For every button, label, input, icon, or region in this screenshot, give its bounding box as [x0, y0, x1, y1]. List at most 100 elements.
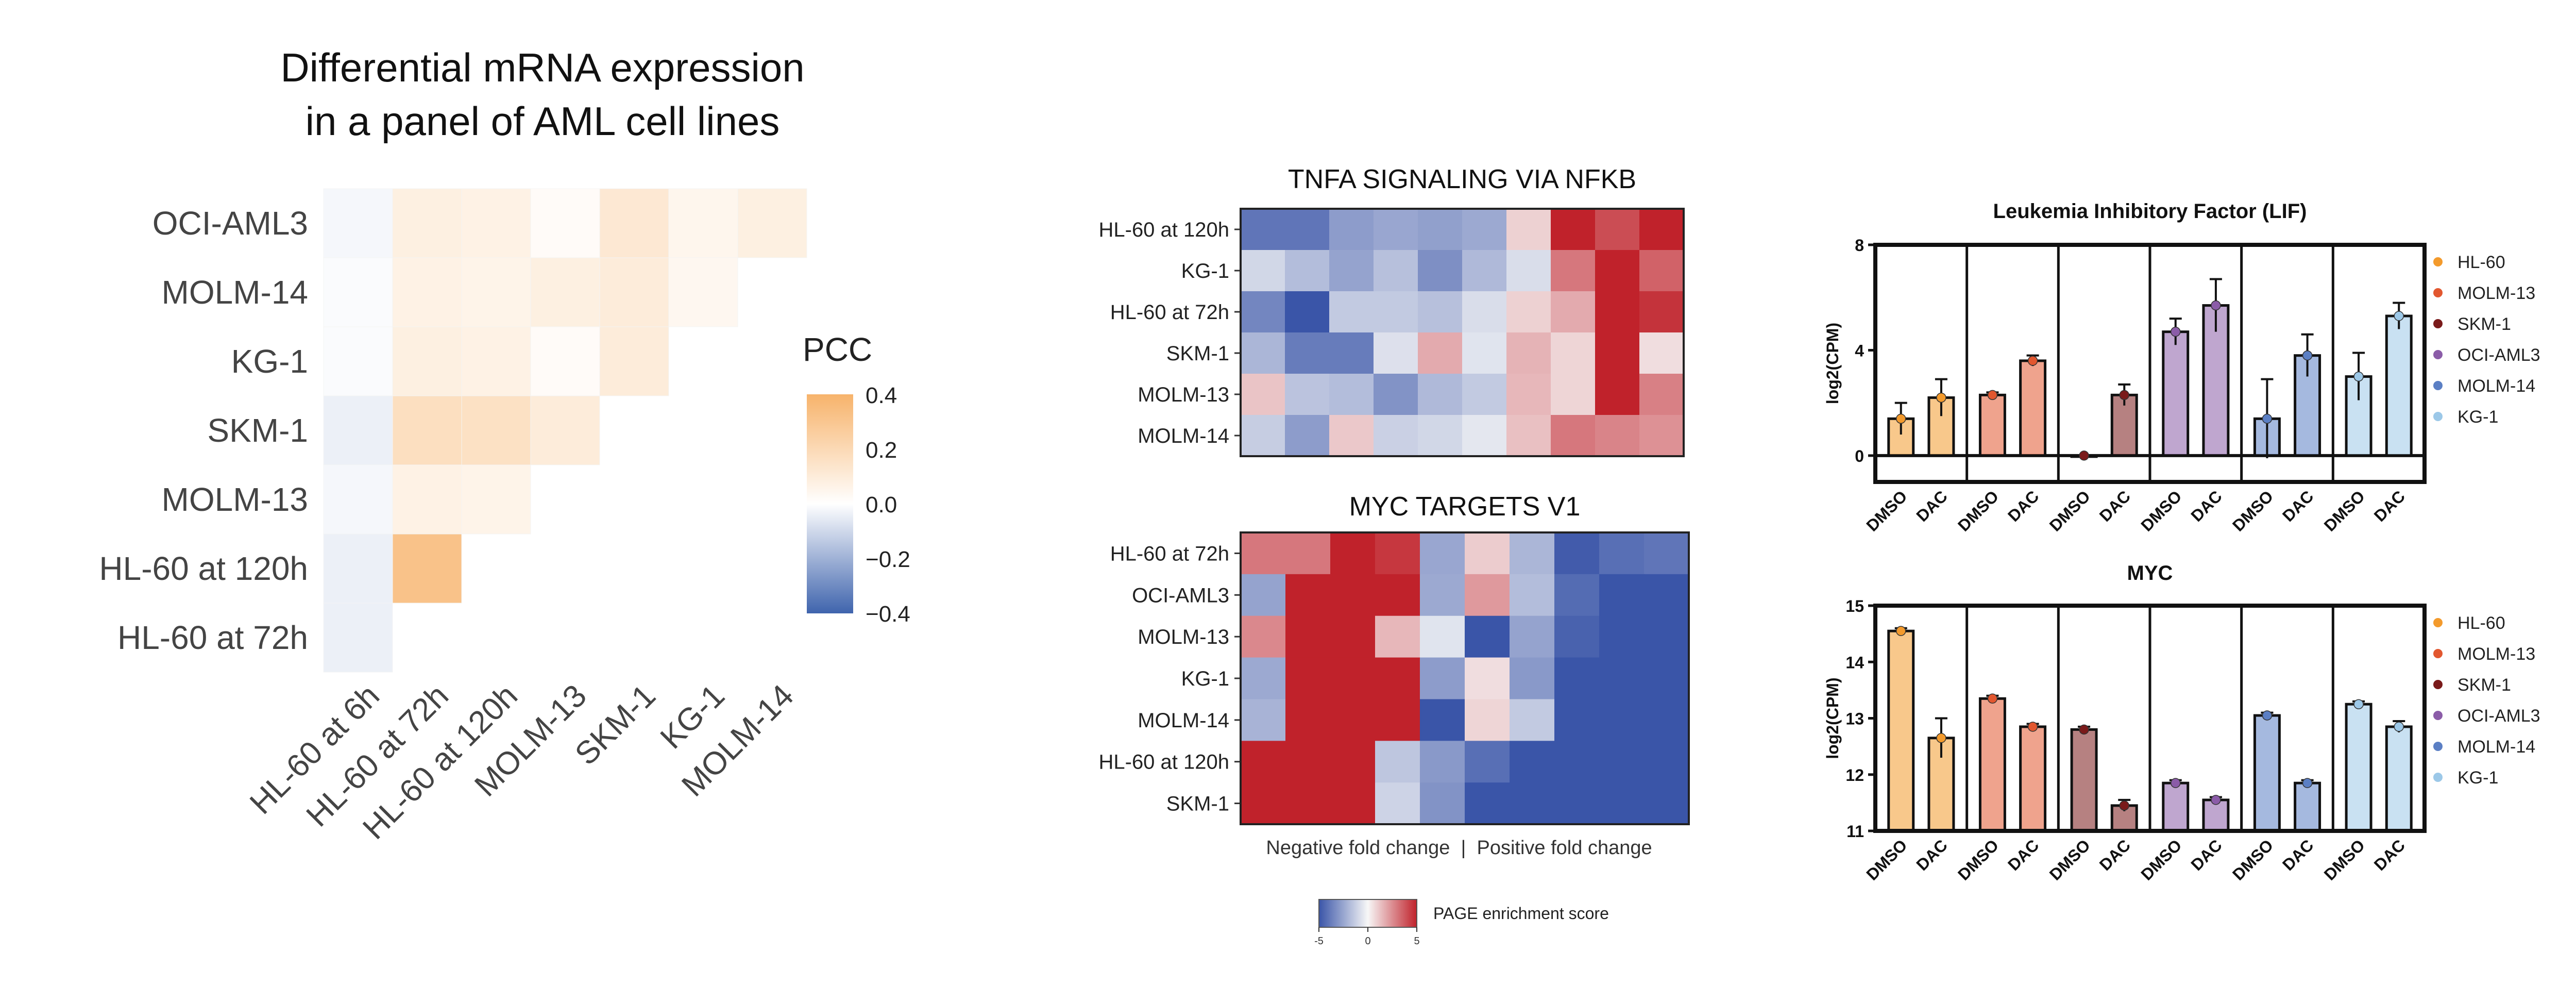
pcc-row-label: MOLM-14 [162, 274, 309, 311]
pcc-legend-tick: 0.2 [866, 438, 897, 463]
bar-dmso [1978, 697, 2006, 832]
heatmap-cell [1644, 699, 1689, 741]
heatmap-cell [1595, 291, 1640, 333]
bar-chart-ylabel: log2(CPM) [1823, 323, 1842, 404]
heatmap-cell [1241, 532, 1286, 575]
bar-chart-ytick-label: 8 [1855, 236, 1864, 255]
pcc-cell [737, 188, 807, 258]
heatmap-cell [1418, 291, 1463, 333]
legend-marker [2433, 288, 2443, 297]
heatmap-cell [1330, 532, 1376, 575]
bar-chart-ytick-label: 0 [1855, 447, 1864, 465]
heatmap-cell [1330, 657, 1376, 699]
lif-bar-chart: Leukemia Inhibitory Factor (LIF) log2(CPM… [1823, 200, 2540, 535]
pcc-cell [599, 257, 669, 327]
data-point [1936, 732, 1946, 743]
heatmap-cell [1462, 209, 1507, 251]
heatmap-cell [1285, 415, 1330, 457]
page-colorbar: -5 0 5 PAGE enrichment score [1314, 899, 1609, 947]
legend-marker [2433, 742, 2443, 751]
page-colorbar-tick-label: 0 [1365, 936, 1370, 947]
heatmap-cell [1420, 532, 1465, 575]
heatmap-cell [1375, 699, 1420, 741]
heatmap-cell [1374, 291, 1418, 333]
data-point [2394, 722, 2404, 732]
bar-dac [2294, 781, 2321, 832]
heatmap-cell [1462, 291, 1507, 333]
heatmap-cell [1374, 250, 1418, 292]
bar-chart-xtick-label: DMSO [2046, 487, 2094, 535]
pcc-cell [530, 257, 600, 327]
heatmap-cell [1374, 332, 1418, 374]
data-point [2079, 451, 2089, 461]
heatmap-cell [1465, 699, 1510, 741]
legend-label: KG-1 [2458, 407, 2498, 427]
legend-label: MOLM-13 [2458, 644, 2535, 664]
data-point [2119, 800, 2130, 811]
bar-dmso [2162, 330, 2190, 457]
heatmap-row-label: OCI-AML3 [1132, 584, 1229, 607]
pcc-cell [461, 395, 531, 465]
pcc-cell [323, 326, 393, 396]
bar-dac [2019, 359, 2047, 457]
heatmap-cell [1551, 291, 1596, 333]
panel-b-x-caption: Negative fold change | Positive fold cha… [1266, 837, 1652, 859]
pcc-cell [323, 257, 393, 327]
heatmap-cell [1330, 741, 1376, 783]
bar-chart-ytick-label: 14 [1845, 653, 1864, 672]
pcc-cell [530, 326, 600, 396]
data-point [1936, 392, 1946, 403]
heatmap-cell [1599, 574, 1645, 616]
heatmap-cell [1285, 209, 1330, 251]
pcc-cell [530, 395, 600, 465]
heatmap-cell [1285, 532, 1331, 575]
data-point [1895, 413, 1906, 424]
legend-label: HL-60 [2458, 613, 2505, 633]
bar-chart-xtick-label: DAC [2279, 487, 2317, 525]
page-colorbar-gradient [1318, 899, 1417, 928]
legend-marker [2433, 680, 2443, 689]
panel-a-title-line2: in a panel of AML cell lines [306, 98, 780, 144]
heatmap-cell [1599, 657, 1645, 699]
heatmap-row-label: MOLM-14 [1138, 425, 1229, 447]
legend-label: SKM-1 [2458, 675, 2511, 695]
pcc-row-label: KG-1 [231, 343, 308, 380]
data-point [2079, 724, 2089, 735]
bar-chart-frame [1873, 604, 2427, 833]
pcc-cell [530, 188, 600, 258]
heatmap-cell [1241, 332, 1285, 374]
bar-dac [2202, 798, 2230, 832]
heatmap-cell [1506, 374, 1551, 415]
heatmap-cell [1330, 574, 1376, 616]
panel-a-pcc-heatmap: Differential mRNA expression in a panel … [99, 45, 910, 846]
bar-dac [2385, 725, 2413, 832]
bar-dac [2019, 725, 2047, 832]
data-point [1987, 390, 1998, 401]
heatmap-cell [1329, 250, 1374, 292]
heatmap-cell [1330, 699, 1376, 741]
heatmap-cell [1551, 250, 1596, 292]
heatmap-cell [1285, 741, 1331, 783]
heatmap-cell [1599, 782, 1645, 825]
bar-chart-xtick-label: DMSO [2229, 836, 2277, 883]
bar-chart-xtick-label: DAC [2004, 487, 2042, 525]
pcc-cell [461, 326, 531, 396]
heatmap-cell [1639, 332, 1684, 374]
bar-chart-xtick-label: DAC [2187, 836, 2225, 874]
heatmap-cell [1510, 782, 1555, 825]
heatmap-row-label: SKM-1 [1166, 342, 1229, 365]
data-point [1895, 626, 1906, 636]
heatmap-row-label: KG-1 [1181, 668, 1229, 690]
bar-chart-ytick-label: 11 [1846, 822, 1864, 841]
heatmap-cell [1465, 615, 1510, 658]
tnfa-heatmap: TNFA SIGNALING VIA NFKB HL-60 at 120h KG-1… [1098, 164, 1685, 457]
heatmap-cell [1285, 250, 1330, 292]
heatmap-cell [1285, 615, 1331, 658]
heatmap-cell [1510, 574, 1555, 616]
bar-chart-ylabel: log2(CPM) [1823, 677, 1842, 759]
heatmap-cell [1241, 209, 1285, 251]
pcc-row-labels: OCI-AML3 MOLM-14 KG-1 SKM-1 MOLM-13 HL-60 at … [99, 205, 308, 656]
heatmap-cell [1241, 741, 1286, 783]
bar-dmso [2345, 703, 2372, 832]
